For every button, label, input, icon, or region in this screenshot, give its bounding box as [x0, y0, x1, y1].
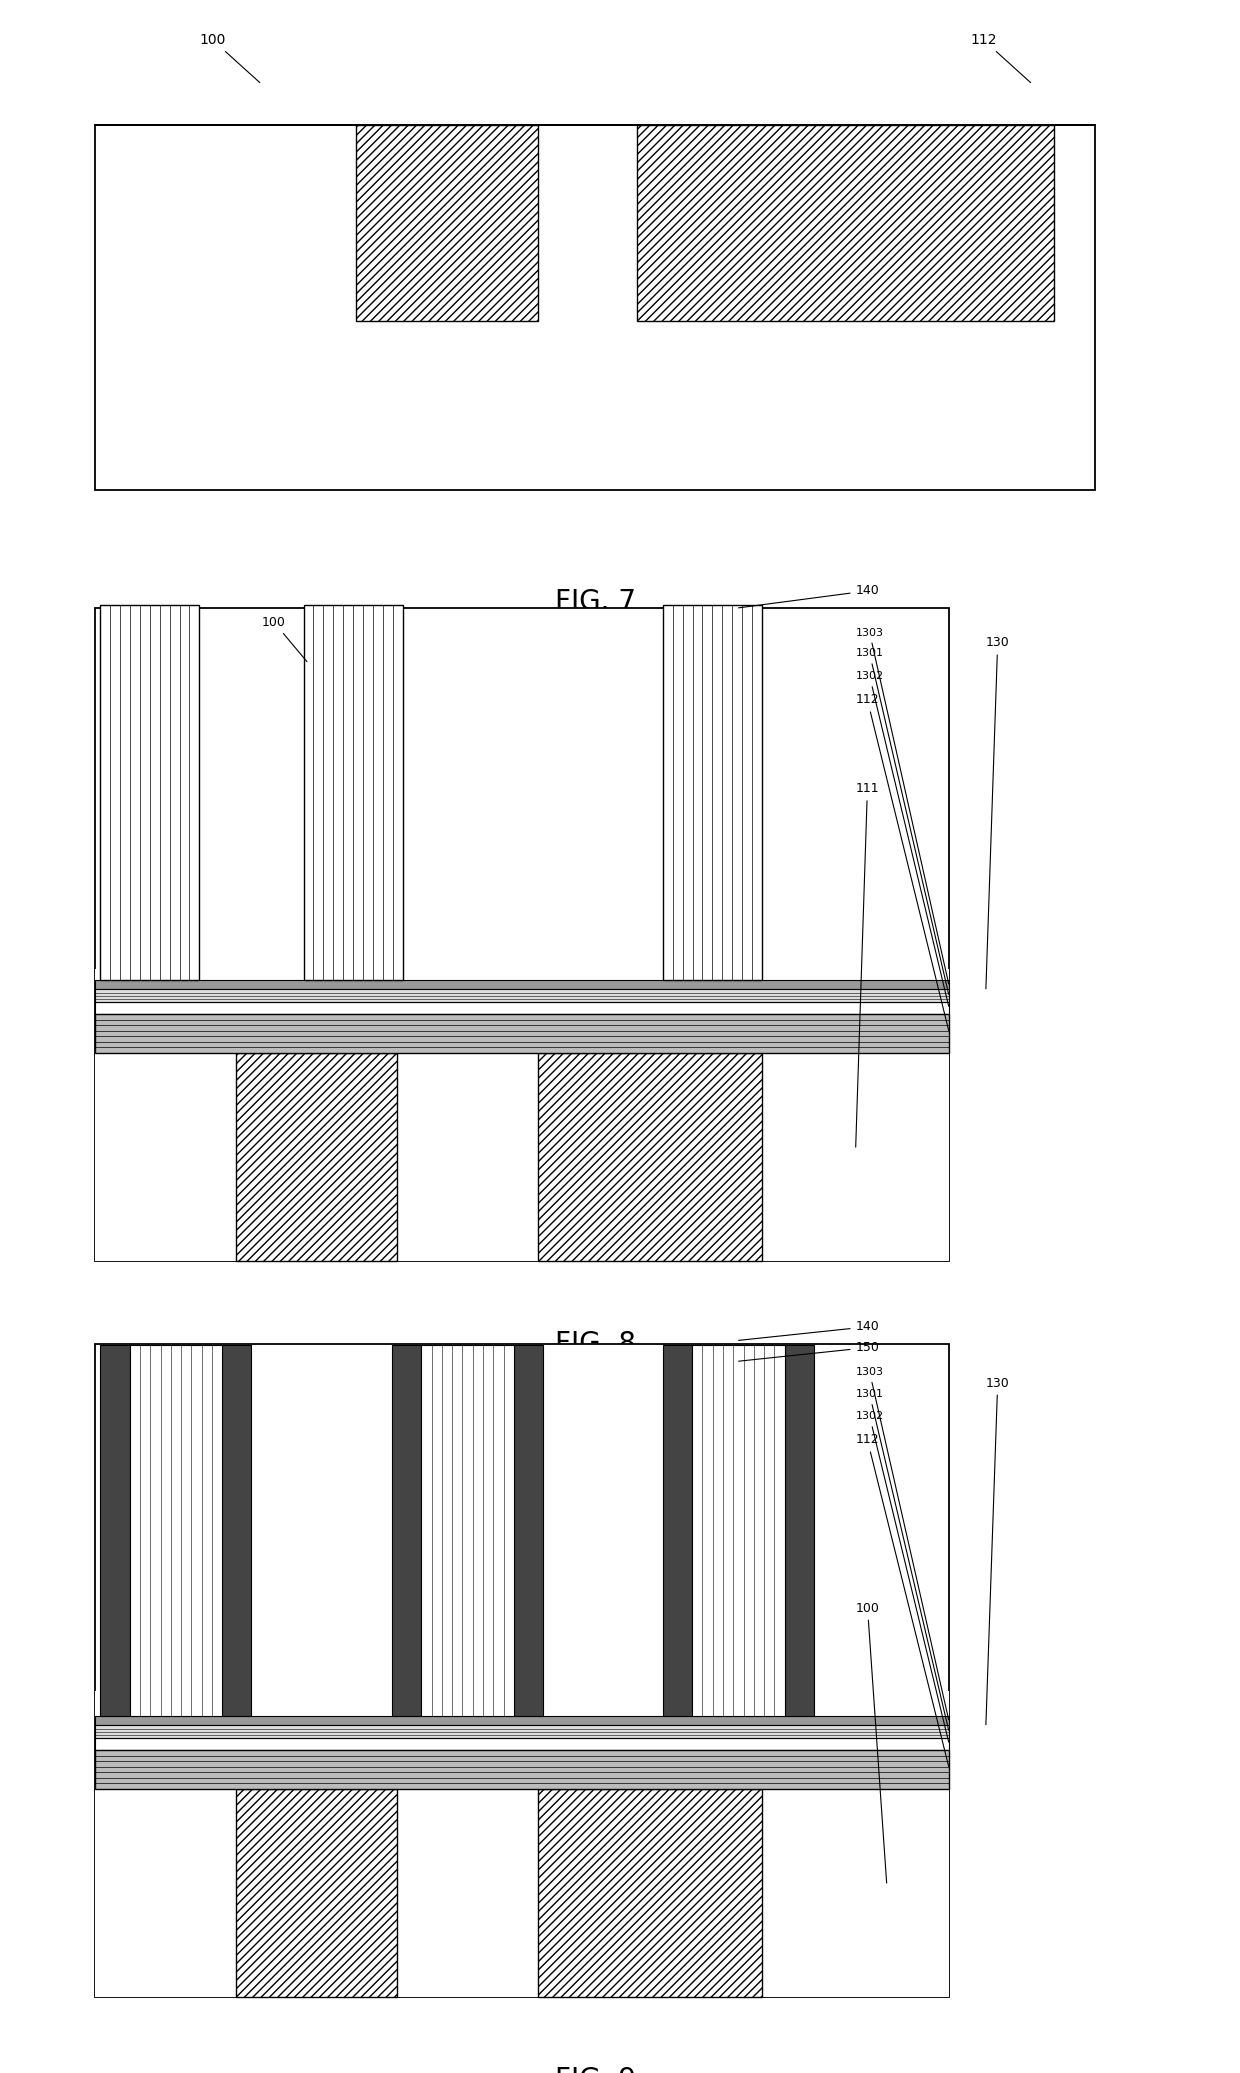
Text: 140: 140 [739, 1321, 879, 1341]
Bar [95, 970, 950, 1260]
Bar [692, 1345, 785, 1716]
Bar [392, 1345, 422, 1716]
Text: 140: 140 [739, 585, 879, 607]
Text: 1303: 1303 [856, 1366, 949, 1721]
Text: 112: 112 [856, 692, 949, 1030]
Text: 111: 111 [856, 782, 879, 1146]
Bar [538, 1053, 761, 1260]
Bar [95, 1750, 950, 1789]
Bar [95, 989, 950, 1001]
Bar [95, 1692, 950, 1996]
Bar [95, 607, 950, 1260]
Text: 150: 150 [739, 1341, 879, 1362]
Text: 100: 100 [262, 616, 308, 661]
Text: FIG. 8: FIG. 8 [554, 1331, 636, 1358]
Text: 130: 130 [986, 1376, 1009, 1725]
Bar [422, 1345, 513, 1716]
Text: 1301: 1301 [856, 649, 949, 995]
Text: 112: 112 [856, 1432, 949, 1766]
Bar [95, 981, 950, 989]
Bar [95, 124, 1095, 489]
Bar [100, 605, 200, 981]
Text: 1303: 1303 [856, 628, 949, 985]
Bar [95, 1716, 950, 1725]
Bar [222, 1345, 252, 1716]
Text: 100: 100 [856, 1602, 887, 1882]
Text: 100: 100 [200, 33, 260, 83]
Bar [95, 1001, 950, 1014]
Bar [100, 1345, 130, 1716]
Bar [304, 605, 403, 981]
Bar [236, 1053, 397, 1260]
Bar [513, 1345, 543, 1716]
Bar [236, 1789, 397, 1996]
Text: 130: 130 [986, 636, 1009, 989]
Bar [95, 1014, 950, 1053]
Bar [663, 1345, 692, 1716]
Text: 1301: 1301 [856, 1389, 949, 1731]
Bar [637, 124, 1054, 321]
Bar [663, 605, 761, 981]
Text: 1302: 1302 [856, 672, 949, 1005]
Text: 1302: 1302 [856, 1412, 949, 1741]
Text: FIG. 9: FIG. 9 [554, 2067, 636, 2073]
Bar [785, 1345, 813, 1716]
Bar [130, 1345, 222, 1716]
Bar [95, 1737, 950, 1750]
Bar [95, 1343, 950, 1996]
Text: 112: 112 [970, 33, 1030, 83]
Text: FIG. 7: FIG. 7 [554, 589, 636, 616]
Bar [95, 1725, 950, 1737]
Bar [538, 1789, 761, 1996]
Bar [356, 124, 538, 321]
